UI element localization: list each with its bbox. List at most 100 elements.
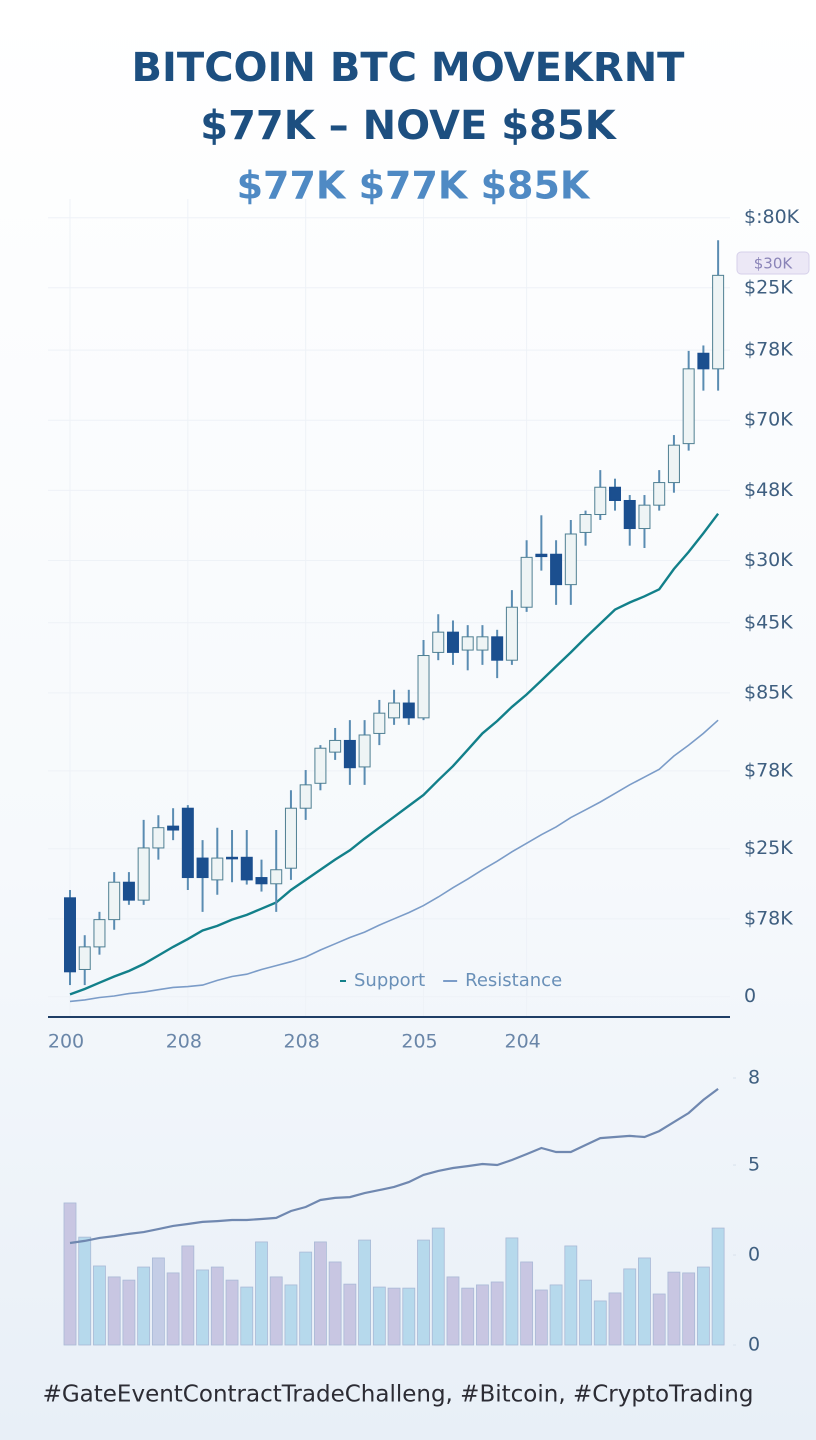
footer: #GateEventContractTradeChalleng, #Bitcoi…	[43, 1382, 754, 1408]
candle-body	[388, 702, 401, 719]
bar	[667, 1271, 681, 1346]
bar	[299, 1251, 313, 1346]
bar	[446, 1276, 460, 1346]
line-series	[69, 1088, 719, 1245]
candle-body	[653, 482, 666, 506]
bar	[652, 1293, 666, 1346]
candle-body	[329, 739, 342, 753]
line-series	[69, 719, 719, 1003]
bar	[122, 1279, 136, 1346]
candle-body	[697, 352, 710, 370]
bar	[476, 1284, 489, 1346]
candle-body	[417, 655, 430, 719]
candle-body	[314, 747, 327, 784]
y-tick-label: $78K	[744, 759, 793, 781]
candle-body	[137, 847, 150, 901]
bar	[372, 1286, 386, 1346]
annotation-badge	[736, 251, 810, 275]
candle-body	[550, 553, 563, 586]
y-tick-label: 5	[748, 1154, 760, 1176]
x-tick-label: 208	[166, 1031, 202, 1053]
bar	[711, 1227, 725, 1346]
candle-body	[682, 368, 695, 445]
candle-body	[255, 877, 268, 885]
candle-body	[667, 444, 680, 484]
bar	[210, 1266, 224, 1346]
x-tick-label: 208	[284, 1031, 320, 1053]
candle-body	[623, 499, 636, 530]
bar	[696, 1266, 710, 1346]
bar	[490, 1281, 504, 1346]
bar	[284, 1284, 298, 1346]
candle-body	[196, 857, 209, 879]
y-tick-label: $25K	[744, 837, 793, 859]
candle-body	[343, 739, 356, 769]
chart-title: BITCOIN BTC MOVEKRNT	[132, 45, 686, 91]
candle-body	[122, 881, 135, 901]
candle-body	[181, 807, 194, 879]
candle-body	[446, 631, 459, 653]
candle-body	[505, 606, 518, 661]
candle-body	[358, 734, 371, 768]
legend-label: Resistance	[465, 970, 562, 991]
bar	[505, 1237, 519, 1346]
y-tick-label: $:80K	[744, 206, 800, 228]
y-tick-label: $25K	[744, 276, 793, 298]
chart-subtitle: $77K $77K $85K	[237, 164, 591, 208]
candle-body	[476, 636, 489, 651]
candle-body	[594, 486, 607, 516]
bar	[255, 1241, 268, 1346]
y-tick-label: 8	[748, 1067, 760, 1089]
candle-body	[64, 897, 76, 973]
candle-body	[520, 556, 533, 608]
candle-body	[564, 533, 577, 586]
y-tick-label: $30K	[744, 549, 793, 571]
bar	[196, 1269, 209, 1346]
x-tick-label: 204	[504, 1031, 540, 1053]
line-series	[69, 512, 720, 996]
bar	[63, 1202, 77, 1346]
candle-body	[432, 631, 445, 653]
bar	[417, 1239, 430, 1346]
bar	[623, 1268, 637, 1346]
bar	[166, 1272, 180, 1346]
bar	[269, 1276, 283, 1346]
annotation: $30K	[754, 255, 794, 273]
y-tick-label: 0	[748, 1244, 760, 1266]
x-tick-label: 205	[401, 1031, 437, 1053]
candle-body	[535, 553, 548, 558]
bar	[93, 1265, 106, 1346]
candle-body	[240, 856, 253, 881]
bar	[137, 1266, 151, 1346]
bar	[387, 1287, 401, 1346]
bar	[240, 1286, 254, 1346]
bar	[328, 1261, 342, 1346]
y-tick-label: 0	[748, 1334, 760, 1356]
candle-body	[712, 274, 725, 370]
candle-body	[78, 946, 91, 970]
y-tick-label: $48K	[744, 479, 793, 501]
bar	[225, 1279, 239, 1346]
bar	[549, 1284, 563, 1346]
candle-body	[226, 856, 239, 860]
bar	[107, 1276, 121, 1346]
bar	[343, 1283, 357, 1346]
candle-body	[609, 486, 622, 501]
bar	[402, 1287, 416, 1346]
bar	[564, 1245, 578, 1346]
y-tick-label: $78K	[744, 339, 793, 361]
candle-body	[108, 881, 121, 921]
y-tick-label: $78K	[744, 907, 793, 929]
bar	[638, 1257, 651, 1346]
bar	[520, 1261, 534, 1346]
candle-body	[152, 827, 165, 849]
candle-body	[491, 636, 504, 661]
candle-body	[284, 807, 297, 869]
bar	[534, 1289, 548, 1346]
chart-title: $77K – NOVE $85K	[200, 103, 617, 149]
candle-body	[461, 636, 474, 651]
candle-body	[93, 919, 106, 948]
x-tick-label: 200	[48, 1031, 84, 1053]
